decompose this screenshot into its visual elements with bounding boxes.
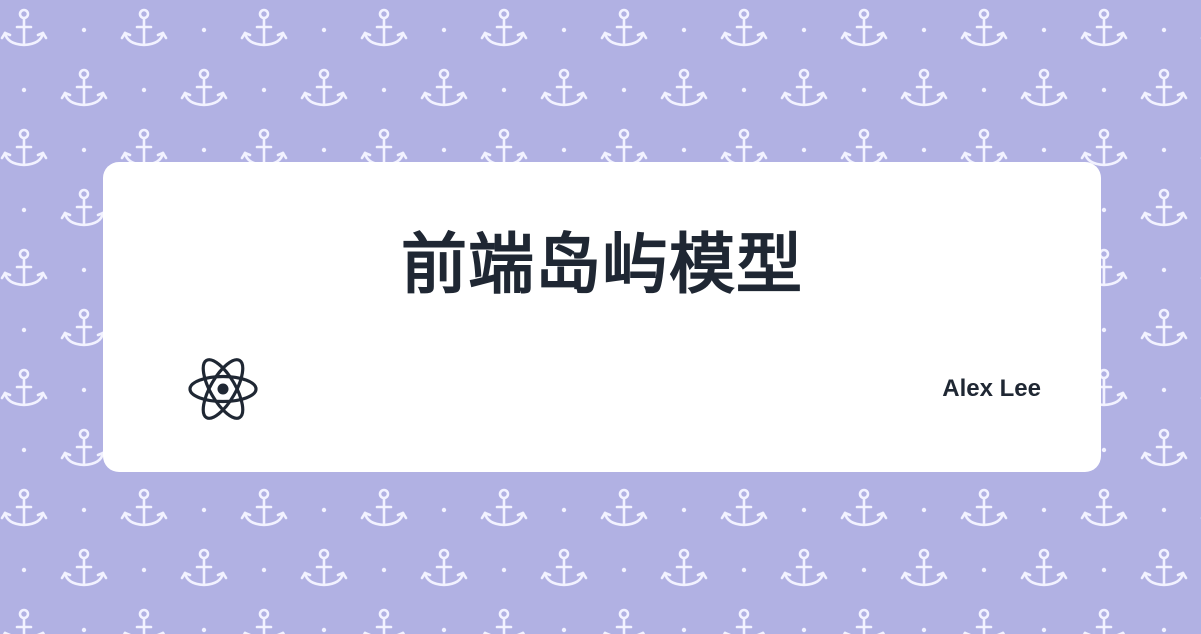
react-atom-icon bbox=[188, 358, 258, 420]
author-name: Alex Lee bbox=[942, 375, 1041, 402]
card-title: 前端岛屿模型 bbox=[401, 226, 803, 303]
title-card: 前端岛屿模型 Alex Lee bbox=[103, 162, 1101, 472]
